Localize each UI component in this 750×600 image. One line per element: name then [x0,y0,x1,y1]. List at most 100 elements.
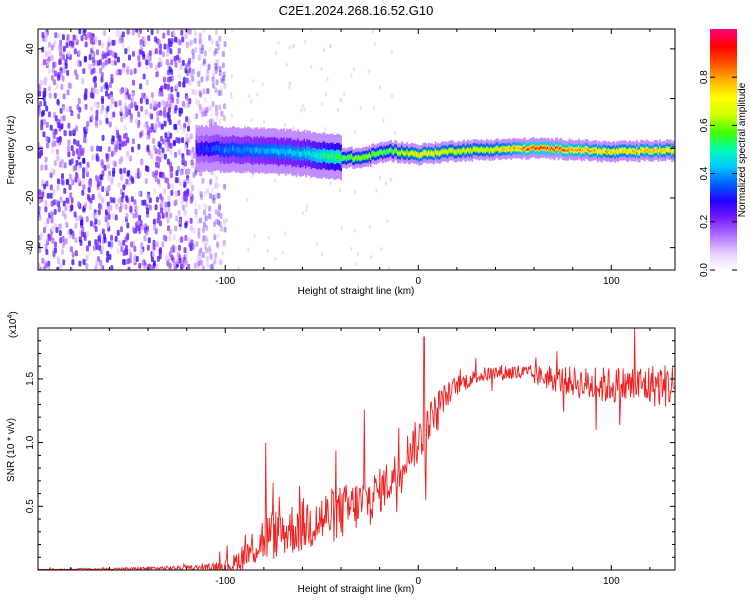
heatmap-cell [223,218,227,225]
heatmap-cell [464,150,467,154]
heatmap-cell [152,250,156,257]
heatmap-cell [124,48,128,55]
heatmap-cell [217,210,221,217]
heatmap-cell [92,244,96,251]
heatmap-cell [379,150,382,154]
heatmap-cell [38,247,42,254]
heatmap-cell [370,255,373,260]
heatmap-cell [137,61,141,68]
heatmap-cell [201,178,205,185]
heatmap-cell [641,148,644,152]
heatmap-cell [288,45,291,50]
heatmap-cell [50,44,54,51]
heatmap-cell [514,147,517,150]
heatmap-cell [195,113,199,120]
heatmap-cell [320,66,323,71]
heatmap-cell [387,150,390,153]
heatmap-cell [101,228,105,235]
heatmap-cell [208,46,212,53]
heatmap-cell [372,105,375,110]
heatmap-cell [211,146,214,152]
heatmap-cell [97,235,101,242]
heatmap-cell [661,149,664,153]
heatmap-cell [167,38,171,45]
heatmap-cell [218,66,222,73]
heatmap-cell [204,243,208,250]
heatmap-cell [190,39,194,46]
heatmap-cell [95,115,99,122]
heatmap-cell [80,149,84,156]
heatmap-cell [39,80,43,87]
heatmap-cell [213,234,217,241]
heatmap-cell [441,150,444,153]
heatmap-cell [230,95,233,100]
heatmap-cell [156,161,160,168]
heatmap-cell [169,48,173,55]
heatmap-cell [85,125,89,132]
heatmap-cell [378,175,381,180]
heatmap-cell [223,242,227,249]
heatmap-cell [521,148,524,151]
heatmap-cell [42,131,46,138]
heatmap-cell [265,148,268,154]
heatmap-cell [181,261,185,268]
heatmap-cell [171,183,175,190]
heatmap-cell [100,95,104,102]
heatmap-cell [69,174,73,181]
heatmap-cell [64,238,68,245]
heatmap-cell [43,183,47,190]
heatmap-cell [197,250,201,257]
heatmap-cell [252,149,255,155]
snr-frame [37,327,676,571]
heatmap-cell [191,57,195,64]
heatmap-cell [211,263,215,270]
heatmap-cell [101,42,105,49]
heatmap-cell [226,218,229,223]
heatmap-cell [600,151,603,154]
heatmap-cell [463,148,465,151]
heatmap-cell [407,153,410,156]
heatmap-cell [56,72,60,79]
heatmap-cell [154,204,158,211]
heatmap-cell [422,151,425,155]
heatmap-cell [70,158,74,165]
heatmap-cell [155,241,159,248]
heatmap-cell [113,52,117,59]
heatmap-cell [266,249,269,254]
heatmap-cell [137,55,141,62]
heatmap-cell [100,72,104,79]
heatmap-cell [172,234,176,241]
heatmap-cell [200,191,204,198]
heatmap-cell [285,62,288,67]
heatmap-cell [205,145,207,151]
heatmap-cell [44,206,48,213]
heatmap-cell [353,67,356,72]
heatmap-cell [99,259,103,266]
heatmap-cell [53,160,57,167]
heatmap-cell [70,204,74,211]
heatmap-cell [577,147,580,150]
heatmap-cell [152,171,156,178]
heatmap-cell [353,190,356,195]
heatmap-cell [208,105,212,112]
heatmap-cell [461,149,464,152]
heatmap-cell [125,212,129,219]
heatmap-cell [201,109,205,116]
heatmap-cell [90,145,94,152]
heatmap-cell [208,181,212,188]
heatmap-cell [179,180,183,187]
heatmap-cell [158,121,162,128]
heatmap-cell [502,147,505,150]
heatmap-cell [153,187,157,194]
heatmap-cell [215,218,219,225]
heatmap-cell [118,69,122,76]
heatmap-cell [638,151,641,154]
heatmap-cell [78,236,82,243]
heatmap-cell [218,145,221,151]
heatmap-cell [49,172,53,179]
heatmap-cell [205,224,209,231]
heatmap-cell [123,167,127,174]
heatmap-cell [198,254,202,261]
heatmap-cell [672,149,675,152]
heatmap-cell [127,54,131,61]
